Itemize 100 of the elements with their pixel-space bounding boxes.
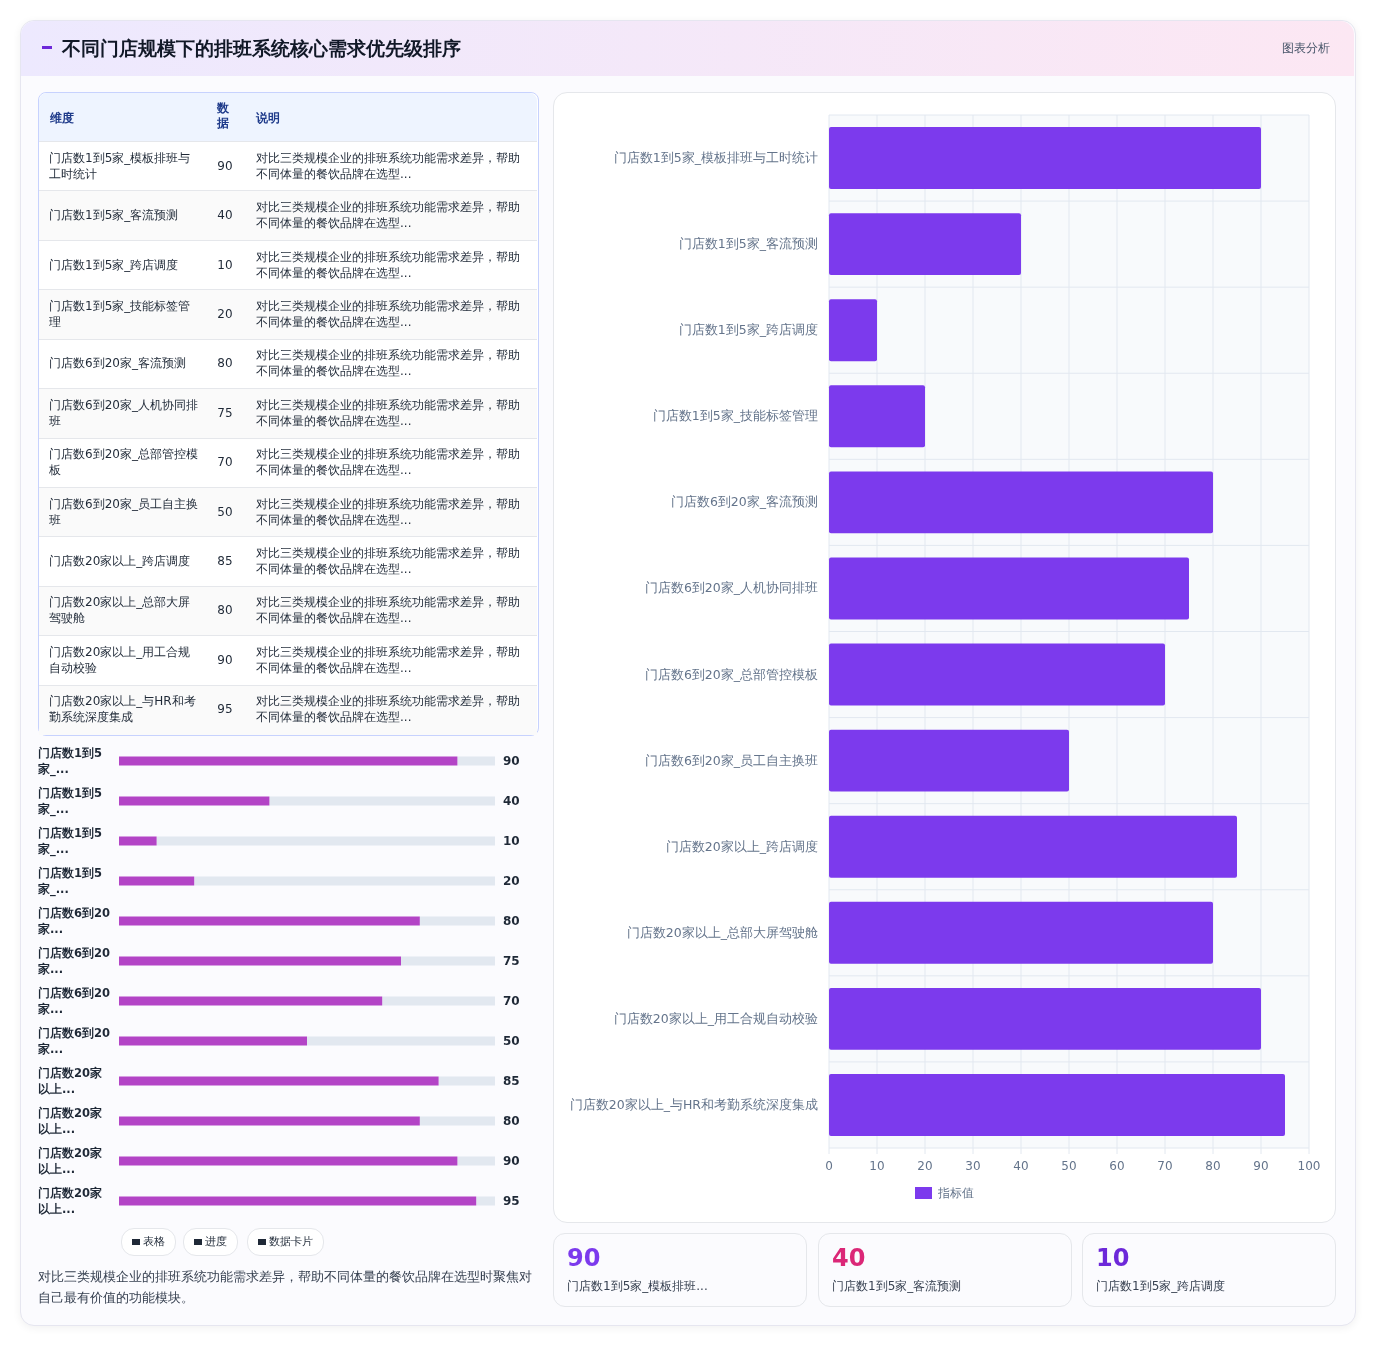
data-label: 85	[503, 1074, 520, 1088]
data-label: 70	[503, 994, 520, 1008]
data-label: 80	[503, 914, 520, 928]
text: 对比三类规模企业的排班系统功能需求差异，帮助不同体量的餐饮品牌在选型时聚焦对自己最有价值的功能模块。	[38, 1268, 533, 1307]
data-label: 20	[503, 874, 520, 888]
text: 对比三类规模企业的排班系统功能需求差异，帮助不同体量的餐饮品牌在选型...	[256, 297, 521, 330]
data-label: 95	[216, 702, 234, 717]
y-tick-label: 门店数20家以上_总部大屏驾驶舱	[626, 924, 818, 940]
text: 对比三类规模企业的排班系统功能需求差异，帮助不同体量的餐饮品牌在选型...	[256, 149, 521, 182]
y-tick-label: 门店数6到20家_客流预测	[670, 494, 818, 510]
data-label: 95	[503, 1194, 520, 1208]
category-label: 门店数1到5家_跨店调度	[49, 256, 180, 273]
data-label: 75	[216, 405, 234, 420]
bar	[829, 729, 1069, 792]
y-tick-label: 门店数1到5家_技能标签管理	[652, 408, 818, 424]
bar	[829, 127, 1261, 190]
category-label: 门店数1到5家_客流预测	[49, 207, 180, 224]
text: 对比三类规模企业的排班系统功能需求差异，帮助不同体量的餐饮品牌在选型...	[256, 446, 521, 479]
data-label: 40	[503, 794, 520, 808]
text: 对比三类规模企业的排班系统功能需求差异，帮助不同体量的餐饮品牌在选型...	[256, 545, 521, 578]
bar	[119, 876, 195, 886]
text: 维度	[50, 110, 74, 127]
data-label: 75	[503, 954, 520, 968]
bar	[829, 385, 925, 448]
x-tick-label: 70	[1157, 1159, 1173, 1173]
data-label: 80	[216, 356, 234, 371]
x-tick-label: 10	[869, 1159, 885, 1173]
x-tick-label: 30	[965, 1159, 981, 1173]
x-tick-label: 40	[1013, 1159, 1029, 1173]
y-tick-label: 门店数20家以上_跨店调度	[665, 838, 818, 854]
data-label: 10	[216, 257, 234, 272]
bar	[829, 471, 1213, 534]
data-label: 90	[567, 1244, 601, 1272]
y-tick-label: 门店数1到5家_客流预测	[678, 236, 818, 252]
y-tick-label: 门店数6到20家...	[38, 985, 111, 1017]
text: 对比三类规模企业的排班系统功能需求差异，帮助不同体量的餐饮品牌在选型...	[256, 495, 521, 528]
text: 数据卡片	[247, 1228, 324, 1256]
text: 对比三类规模企业的排班系统功能需求差异，帮助不同体量的餐饮品牌在选型...	[256, 594, 521, 627]
bar	[829, 557, 1189, 620]
y-tick-label: 门店数20家以上...	[38, 1185, 103, 1217]
y-tick-label: 门店数6到20家...	[38, 945, 111, 977]
y-tick-label: 门店数1到5家_...	[38, 825, 103, 857]
y-tick-label: 门店数1到5家_跨店调度	[678, 322, 818, 338]
x-tick-label: 80	[1205, 1159, 1221, 1173]
data-label: 80	[503, 1114, 520, 1128]
data-label: 40	[216, 208, 234, 223]
data-label: 85	[216, 554, 234, 569]
y-tick-label: 门店数20家以上_用工合规自动校验	[613, 1010, 818, 1026]
data-label: 70	[216, 455, 234, 470]
data-label: 40	[832, 1244, 866, 1272]
bar	[829, 299, 877, 362]
y-tick-label: 门店数1到5家_模板排班与工时统计	[613, 150, 818, 166]
y-tick-label: 门店数20家以上...	[38, 1145, 103, 1177]
text: 数据	[217, 101, 230, 131]
y-tick-label: 门店数20家以上...	[38, 1065, 103, 1097]
text: 表格	[121, 1228, 176, 1256]
category-label: 门店数1到5家_跨店调度	[1096, 1278, 1226, 1295]
x-tick-label: 0	[825, 1159, 833, 1173]
text: 对比三类规模企业的排班系统功能需求差异，帮助不同体量的餐饮品牌在选型...	[256, 199, 521, 232]
bar	[829, 901, 1213, 964]
bar	[829, 1073, 1285, 1136]
y-tick-label: 门店数20家以上_与HR和考勤系统深度集成	[569, 1096, 818, 1112]
data-label: 50	[503, 1034, 520, 1048]
y-tick-label: 门店数20家以上...	[38, 1105, 103, 1137]
x-tick-label: 20	[917, 1159, 933, 1173]
text: 对比三类规模企业的排班系统功能需求差异，帮助不同体量的餐饮品牌在选型...	[256, 643, 521, 676]
x-tick-label: 100	[1297, 1159, 1321, 1173]
text: 说明	[256, 110, 280, 127]
category-label: 门店数1到5家_客流预测	[832, 1278, 962, 1295]
text: 对比三类规模企业的排班系统功能需求差异，帮助不同体量的餐饮品牌在选型...	[256, 248, 521, 281]
x-tick-label: 60	[1109, 1159, 1125, 1173]
bar	[829, 987, 1261, 1050]
y-tick-label: 门店数6到20家...	[38, 1025, 111, 1057]
y-tick-label: 门店数6到20家_人机协同排班	[644, 580, 818, 596]
bar	[829, 213, 1021, 276]
data-label: 50	[216, 504, 234, 519]
y-tick-label: 门店数1到5家_...	[38, 745, 103, 777]
data-label: 90	[216, 158, 234, 173]
category-label: 门店数6到20家_客流预测	[49, 355, 187, 372]
data-label: 90	[216, 652, 234, 667]
legend-label: 指标值	[938, 1185, 974, 1202]
bar	[119, 836, 157, 846]
y-tick-label: 门店数6到20家_总部管控模板	[644, 666, 818, 682]
data-label: 90	[503, 754, 520, 768]
text: 对比三类规模企业的排班系统功能需求差异，帮助不同体量的餐饮品牌在选型...	[256, 347, 521, 380]
x-tick-label: 90	[1253, 1159, 1269, 1173]
text: 不同门店规模下的排班系统核心需求优先级排序	[62, 36, 461, 61]
bar	[829, 643, 1165, 706]
y-tick-label: 门店数1到5家_...	[38, 785, 103, 817]
text: 进度	[183, 1228, 238, 1256]
text: 对比三类规模企业的排班系统功能需求差异，帮助不同体量的餐饮品牌在选型...	[256, 693, 521, 726]
text: 图表分析	[1282, 40, 1330, 57]
y-tick-label: 门店数1到5家_...	[38, 865, 103, 897]
data-label: 10	[1096, 1244, 1130, 1272]
category-label: 门店数1到5家_模板排班...	[567, 1278, 708, 1295]
category-label: 门店数20家以上_跨店调度	[49, 553, 192, 570]
x-tick-label: 50	[1061, 1159, 1077, 1173]
y-tick-label: 门店数6到20家...	[38, 905, 111, 937]
bar	[829, 815, 1237, 878]
data-label: 80	[216, 603, 234, 618]
